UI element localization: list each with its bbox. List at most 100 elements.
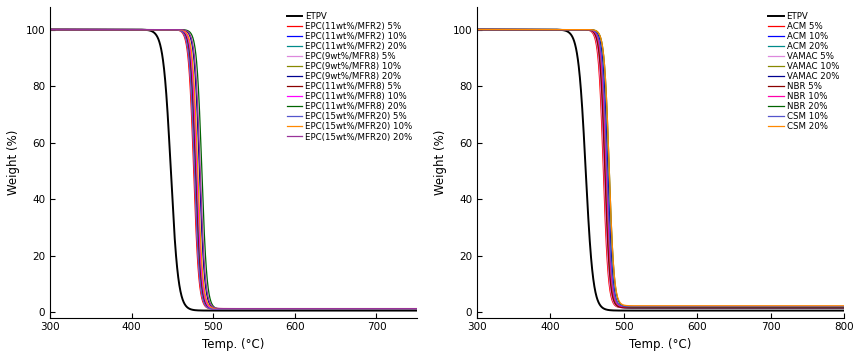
EPC(9wt%/MFR8) 20%: [300, 307, 310, 311]
ETPV: [735, 309, 746, 313]
EPC(11wt%/MFR2) 5%: [294, 307, 304, 311]
Line: ACM 20%: ACM 20%: [477, 30, 845, 308]
EPC(11wt%/MFR2) 5%: [214, 307, 224, 311]
VAMAC 20%: [641, 306, 651, 310]
EPC(11wt%/MFR2) 10%: [401, 307, 412, 311]
EPC(15wt%/MFR20) 5%: [45, 28, 55, 32]
ETPV: [223, 309, 233, 313]
EPC(15wt%/MFR20) 20%: [223, 306, 233, 311]
Line: EPC(9wt%/MFR8) 5%: EPC(9wt%/MFR8) 5%: [50, 30, 418, 309]
ACM 5%: [491, 28, 501, 32]
EPC(11wt%/MFR2) 20%: [45, 28, 55, 32]
Line: EPC(11wt%/MFR2) 20%: EPC(11wt%/MFR2) 20%: [50, 30, 418, 309]
ACM 5%: [828, 306, 839, 310]
NBR 20%: [828, 305, 839, 309]
CSM 10%: [761, 304, 771, 309]
Line: NBR 5%: NBR 5%: [477, 30, 845, 308]
EPC(11wt%/MFR8) 20%: [334, 307, 344, 311]
EPC(9wt%/MFR8) 20%: [64, 28, 74, 32]
ACM 10%: [828, 306, 839, 310]
EPC(15wt%/MFR20) 10%: [401, 306, 412, 311]
NBR 20%: [491, 28, 501, 32]
NBR 10%: [491, 28, 501, 32]
NBR 10%: [703, 305, 713, 309]
EPC(11wt%/MFR8) 20%: [45, 28, 55, 32]
EPC(11wt%/MFR2) 10%: [223, 307, 233, 311]
CSM 10%: [650, 304, 660, 309]
VAMAC 10%: [828, 306, 839, 310]
EPC(11wt%/MFR2) 10%: [295, 307, 306, 311]
NBR 20%: [828, 305, 839, 309]
NBR 20%: [650, 305, 660, 309]
EPC(15wt%/MFR20) 5%: [412, 307, 423, 311]
EPC(9wt%/MFR8) 10%: [45, 28, 55, 32]
VAMAC 10%: [641, 306, 651, 310]
ACM 20%: [703, 306, 713, 310]
NBR 10%: [650, 305, 660, 309]
CSM 10%: [472, 28, 482, 32]
EPC(9wt%/MFR8) 10%: [297, 307, 307, 311]
EPC(9wt%/MFR8) 5%: [334, 307, 344, 311]
EPC(9wt%/MFR8) 20%: [401, 307, 412, 311]
Line: ETPV: ETPV: [50, 30, 418, 311]
EPC(9wt%/MFR8) 5%: [64, 28, 74, 32]
VAMAC 5%: [650, 306, 660, 310]
NBR 20%: [641, 305, 651, 309]
EPC(11wt%/MFR8) 10%: [214, 307, 224, 311]
Line: EPC(9wt%/MFR8) 10%: EPC(9wt%/MFR8) 10%: [50, 30, 418, 309]
ACM 20%: [828, 306, 839, 310]
Line: NBR 10%: NBR 10%: [477, 30, 845, 307]
EPC(11wt%/MFR8) 10%: [297, 307, 307, 311]
NBR 10%: [641, 305, 651, 309]
EPC(9wt%/MFR8) 5%: [401, 307, 412, 311]
EPC(11wt%/MFR2) 20%: [334, 307, 344, 311]
EPC(9wt%/MFR8) 5%: [412, 307, 423, 311]
VAMAC 5%: [839, 306, 850, 310]
EPC(9wt%/MFR8) 5%: [294, 307, 305, 311]
ETPV: [64, 28, 74, 32]
Legend: ETPV, ACM 5%, ACM 10%, ACM 20%, VAMAC 5%, VAMAC 10%, VAMAC 20%, NBR 5%, NBR 10%,: ETPV, ACM 5%, ACM 10%, ACM 20%, VAMAC 5%…: [768, 11, 840, 132]
CSM 20%: [641, 304, 651, 308]
CSM 20%: [650, 304, 660, 308]
Line: VAMAC 20%: VAMAC 20%: [477, 30, 845, 308]
EPC(15wt%/MFR20) 10%: [45, 28, 55, 32]
NBR 20%: [472, 28, 482, 32]
EPC(11wt%/MFR8) 20%: [401, 307, 412, 311]
EPC(15wt%/MFR20) 20%: [64, 28, 74, 32]
EPC(15wt%/MFR20) 20%: [334, 306, 344, 311]
EPC(9wt%/MFR8) 20%: [334, 307, 344, 311]
EPC(9wt%/MFR8) 20%: [223, 307, 233, 311]
EPC(15wt%/MFR20) 10%: [64, 28, 74, 32]
EPC(11wt%/MFR8) 20%: [214, 307, 224, 311]
EPC(9wt%/MFR8) 20%: [412, 307, 423, 311]
ETPV: [401, 309, 412, 313]
CSM 20%: [472, 28, 482, 32]
ETPV: [322, 309, 332, 313]
EPC(11wt%/MFR8) 10%: [334, 307, 344, 311]
ETPV: [828, 309, 839, 313]
EPC(15wt%/MFR20) 10%: [214, 306, 224, 311]
NBR 5%: [701, 306, 711, 310]
Line: EPC(11wt%/MFR8) 5%: EPC(11wt%/MFR8) 5%: [50, 30, 418, 309]
Line: EPC(11wt%/MFR8) 10%: EPC(11wt%/MFR8) 10%: [50, 30, 418, 309]
NBR 20%: [761, 305, 771, 309]
NBR 20%: [839, 305, 850, 309]
Line: EPC(11wt%/MFR2) 10%: EPC(11wt%/MFR2) 10%: [50, 30, 418, 309]
CSM 20%: [703, 304, 714, 308]
EPC(15wt%/MFR20) 5%: [401, 307, 412, 311]
ACM 20%: [839, 306, 850, 310]
ETPV: [214, 309, 224, 313]
EPC(11wt%/MFR2) 20%: [223, 307, 233, 311]
EPC(9wt%/MFR8) 5%: [401, 307, 412, 311]
EPC(11wt%/MFR8) 10%: [412, 307, 423, 311]
EPC(9wt%/MFR8) 5%: [214, 307, 224, 311]
EPC(9wt%/MFR8) 10%: [401, 307, 412, 311]
VAMAC 20%: [828, 306, 839, 310]
ETPV: [641, 309, 651, 313]
VAMAC 20%: [839, 306, 850, 310]
ACM 10%: [761, 306, 771, 310]
EPC(11wt%/MFR8) 5%: [401, 307, 412, 311]
EPC(15wt%/MFR20) 20%: [412, 306, 423, 311]
EPC(15wt%/MFR20) 10%: [334, 306, 344, 311]
CSM 20%: [761, 304, 771, 308]
